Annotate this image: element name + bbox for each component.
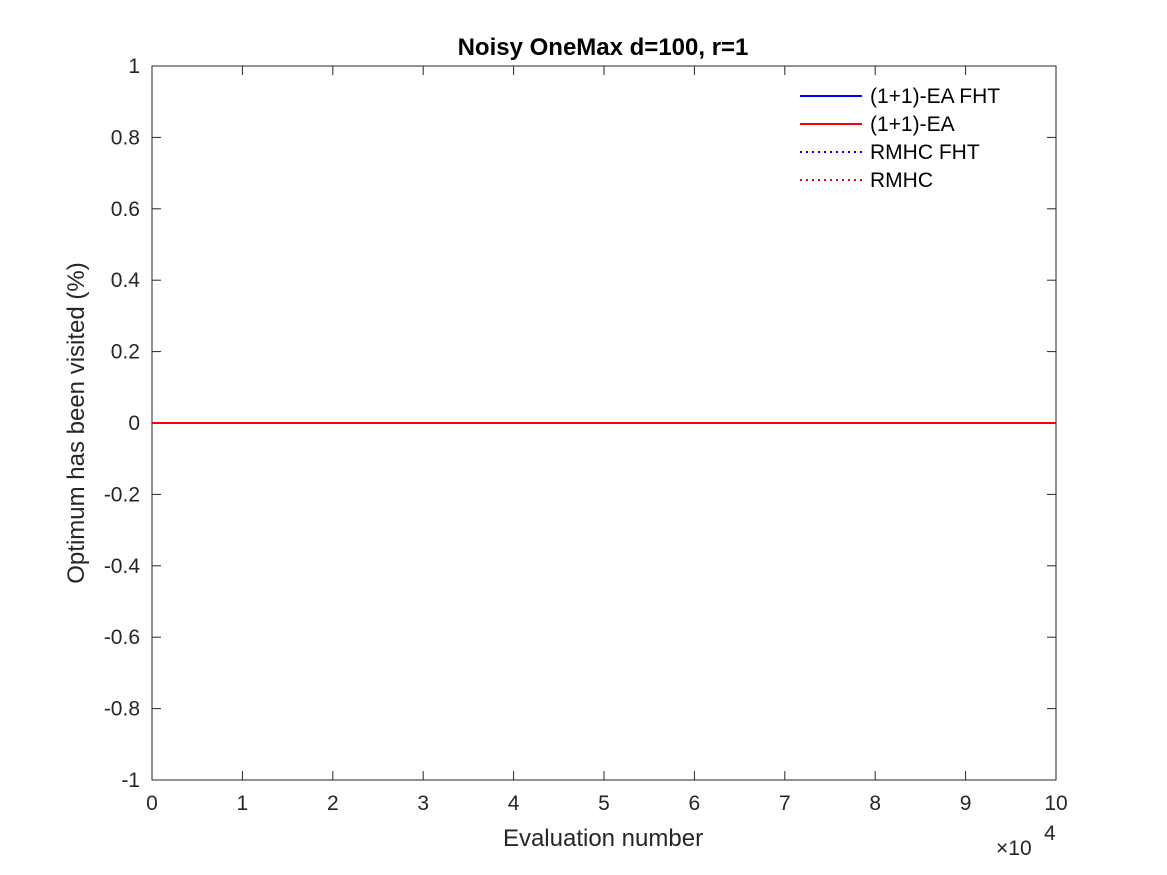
legend-label: RMHC FHT [870,141,980,164]
y-tick-label: -0.4 [104,555,141,578]
y-tick-label: -0.2 [104,483,140,506]
x-tick-label: 0 [146,792,158,815]
y-tick-label: 0.4 [111,269,141,292]
x-axis-multiplier: ×10 4 [996,822,1056,860]
plot-area: 0 1 2 3 4 5 6 7 8 9 10 -1 -0.8 -0.6 -0.4 -0.2 0 0.2 0.4 0.6… [104,55,1068,815]
y-tick-label: 0.8 [111,126,140,149]
legend-label: RMHC [870,169,933,192]
y-tick-label: -1 [121,769,140,792]
x-tick-label: 1 [237,792,249,815]
x-multiplier-exponent: 4 [1044,822,1056,845]
x-tick-label: 10 [1044,792,1067,815]
x-tick-label: 7 [779,792,791,815]
y-tick-label: 0 [128,412,140,435]
legend: (1+1)-EA FHT (1+1)-EA RMHC FHT RMHC [800,85,1000,192]
y-axis-label: Optimum has been visited (%) [63,262,90,583]
chart-title: Noisy OneMax d=100, r=1 [458,34,749,61]
y-tick-label: 0.6 [111,198,140,221]
y-tick-label: 1 [128,55,140,78]
x-tick-label: 4 [508,792,520,815]
legend-label: (1+1)-EA [870,113,955,136]
x-tick-label: 6 [689,792,701,815]
x-tick-label: 3 [417,792,429,815]
x-tick-label: 5 [598,792,610,815]
y-tick-label: 0.2 [111,341,140,364]
x-tick-label: 8 [869,792,881,815]
x-axis-label: Evaluation number [503,825,703,852]
legend-label: (1+1)-EA FHT [870,85,1000,108]
x-tick-label: 9 [960,792,972,815]
x-multiplier-base: ×10 [996,837,1032,860]
y-tick-label: -0.8 [104,698,140,721]
x-tick-label: 2 [327,792,339,815]
y-tick-label: -0.6 [104,626,140,649]
